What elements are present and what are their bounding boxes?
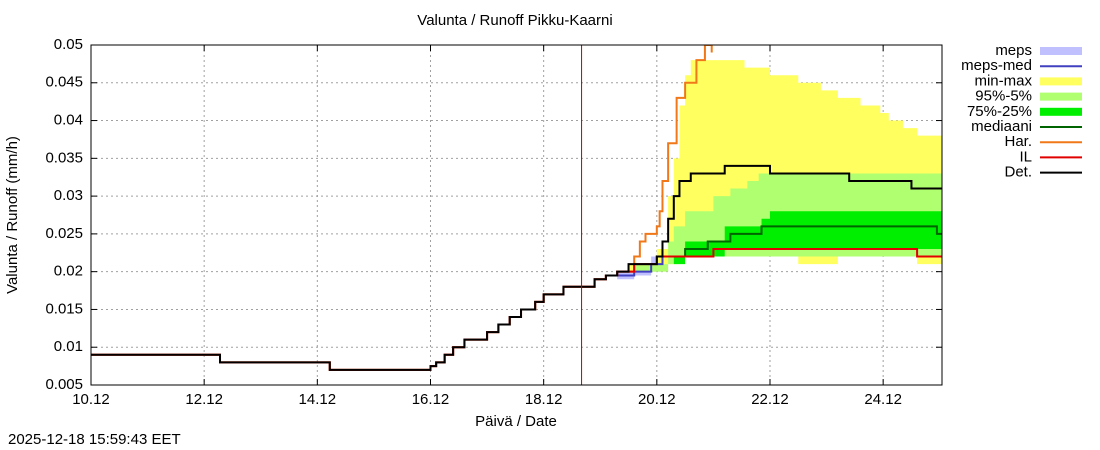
y-tick-label: 0.035: [45, 149, 83, 166]
y-tick-label: 0.03: [54, 187, 83, 204]
y-tick-label: 0.045: [45, 74, 83, 91]
plot-frame: [90, 44, 943, 386]
legend-label: meps-med: [961, 57, 1032, 74]
series-line: [668, 225, 942, 258]
y-tick-label: 0.005: [45, 376, 83, 393]
plot-area: [91, 45, 942, 371]
series-line: [91, 45, 713, 371]
timestamp: 2025-12-18 15:59:43 EET: [8, 431, 181, 448]
legend-label: Har.: [1004, 133, 1032, 150]
chart-title: Valunta / Runoff Pikku-Kaarni: [417, 12, 612, 29]
legend-label: mediaani: [971, 118, 1032, 135]
legend-label: 75%-25%: [967, 103, 1032, 120]
y-tick-label: 0.05: [54, 36, 83, 53]
series-band: [673, 211, 942, 265]
x-tick-label: 22.12: [751, 391, 789, 408]
legend-swatch: [1040, 77, 1082, 86]
x-tick-label: 20.12: [638, 391, 676, 408]
x-tick-label: 18.12: [525, 391, 563, 408]
x-tick-label: 14.12: [299, 391, 337, 408]
legend-label: meps: [995, 42, 1032, 59]
x-tick-label: 16.12: [412, 391, 450, 408]
series-line: [91, 164, 942, 371]
x-tick-label: 12.12: [185, 391, 223, 408]
y-tick-label: 0.025: [45, 225, 83, 242]
legend-swatch: [1040, 107, 1082, 116]
x-axis-label: Päivä / Date: [475, 413, 557, 430]
legend-label: 95%-5%: [975, 88, 1032, 105]
y-tick-label: 0.015: [45, 300, 83, 317]
y-tick-label: 0.01: [54, 338, 83, 355]
legend-label: min-max: [974, 72, 1032, 89]
y-tick-label: 0.02: [54, 263, 83, 280]
y-tick-label: 0.04: [54, 112, 83, 129]
x-tick-label: 24.12: [864, 391, 902, 408]
legend-swatch: [1040, 47, 1082, 55]
legend-label: Det.: [1004, 164, 1032, 181]
legend-label: IL: [1019, 148, 1032, 165]
y-axis-label: Valunta / Runoff (mm/h): [4, 136, 21, 294]
series-line: [617, 256, 664, 277]
x-tick-label: 10.12: [72, 391, 110, 408]
legend-swatch: [1040, 92, 1082, 101]
